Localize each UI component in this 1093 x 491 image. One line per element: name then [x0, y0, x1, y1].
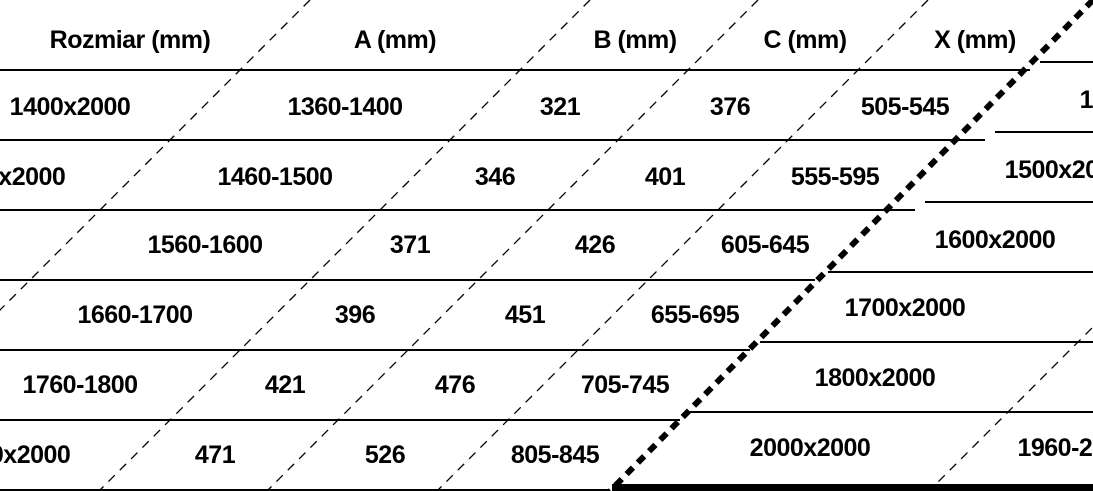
table-cell: 396	[334, 301, 376, 329]
header-x: X (mm)	[934, 26, 1016, 54]
table-cell: 1460-1500	[217, 163, 333, 191]
table-cell: 1600x2000	[934, 226, 1056, 254]
table-cell: 605-645	[720, 231, 810, 259]
table-cell: 476	[434, 371, 476, 399]
table-cell: 1500x2000	[1004, 156, 1093, 184]
column-divider	[436, 0, 929, 491]
table-cell: 471	[194, 441, 236, 469]
table-cell: 705-745	[580, 371, 670, 399]
column-divider	[266, 0, 759, 491]
table-cell: 1560-1600	[147, 231, 263, 259]
header-c: C (mm)	[763, 26, 847, 54]
table-cell: 1960-2000	[1017, 434, 1093, 462]
column-divider	[98, 0, 591, 491]
header-a: A (mm)	[353, 26, 437, 54]
table-cell: 451	[504, 301, 546, 329]
row-dividers	[0, 61, 1093, 491]
table-cell: 1700x2000	[844, 294, 966, 322]
table-cell: 376	[709, 93, 751, 121]
table-cell: 1800x2000	[814, 364, 936, 392]
header-rozmiar: Rozmiar (mm)	[49, 26, 211, 54]
table-cell: 1500x2000	[0, 163, 66, 191]
table-cell: 555-595	[790, 163, 880, 191]
tear-seam	[607, 0, 1093, 491]
table-cell: 426	[574, 231, 616, 259]
table-cell: 371	[389, 231, 431, 259]
table-cell: 1660-1700	[77, 301, 193, 329]
table-cell: 505-545	[860, 93, 950, 121]
table-cell: 2000x2000	[0, 441, 71, 469]
column-divider	[928, 326, 1093, 491]
bottom-bar	[612, 484, 1093, 491]
table-cell: 401	[644, 163, 686, 191]
table-cell: 421	[264, 371, 306, 399]
table-cell: 1760-1800	[22, 371, 138, 399]
header-b: B (mm)	[593, 26, 677, 54]
table-cell: 2000x2000	[749, 434, 871, 462]
table-cell: 526	[364, 441, 406, 469]
table-cell: 346	[474, 163, 516, 191]
table-cell: 655-695	[650, 301, 740, 329]
table-cell: 805-845	[510, 441, 600, 469]
table-cell: 321	[539, 93, 581, 121]
table-cell: 1400x2000	[1079, 86, 1093, 114]
table-cell: 1360-1400	[287, 93, 403, 121]
column-divider	[0, 0, 311, 311]
table-cell: 1400x2000	[9, 93, 131, 121]
